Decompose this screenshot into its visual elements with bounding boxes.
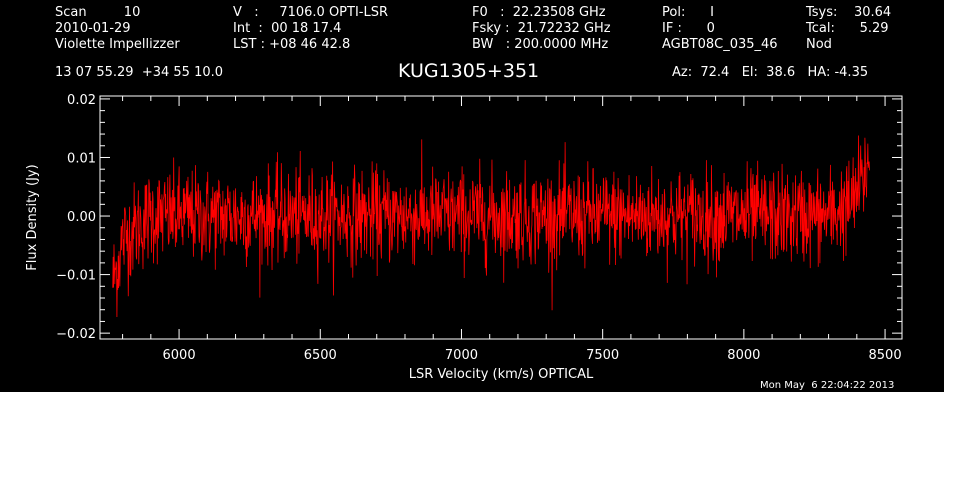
source-name: KUG1305+351 (398, 60, 540, 82)
trace-layer (112, 135, 870, 318)
y-axis-label: Flux Density (Jy) (25, 164, 40, 270)
sky-frequency-label: Fsky : 21.72232 GHz (472, 21, 611, 36)
timestamp-label: Mon May 6 22:04:22 2013 (760, 380, 895, 391)
y-tick-label: −0.02 (56, 327, 96, 342)
x-tick-label: 8000 (727, 348, 760, 363)
x-tick-label: 6000 (163, 348, 196, 363)
coordinates-label: 13 07 55.29 +34 55 10.0 (55, 65, 224, 80)
polarization-label: Pol: I (662, 5, 714, 20)
bandwidth-label: BW : 200.0000 MHz (472, 37, 609, 52)
y-tick-label: −0.01 (56, 269, 96, 284)
x-tick-label: 8500 (869, 348, 902, 363)
pointing-label: Az: 72.4 El: 38.6 HA: -4.35 (672, 65, 869, 80)
date-label: 2010-01-29 (55, 21, 131, 36)
x-tick-label: 7000 (445, 348, 478, 363)
tcal-label: Tcal: 5.29 (806, 21, 889, 36)
spectrum-trace (112, 135, 870, 318)
lst-label: LST : +08 46 42.8 (233, 37, 351, 52)
if-label: IF : 0 (662, 21, 715, 36)
spectrum-chart: 6000 6500 7000 7500 8000 8500 −0.02 −0.01 0.00 0.… (25, 93, 903, 382)
tsys-label: Tsys: 30.64 (806, 5, 892, 20)
x-tick-label: 6500 (304, 348, 337, 363)
x-axis-label: LSR Velocity (km/s) OPTICAL (409, 367, 594, 382)
y-tick-label: 0.00 (67, 210, 96, 225)
observer-label: Violette Impellizzer (55, 37, 180, 52)
x-tick-label: 7500 (586, 348, 619, 363)
scan-label: Scan 10 (55, 5, 141, 20)
plot-frame (99, 95, 903, 340)
integration-label: Int : 00 18 17.4 (233, 21, 342, 36)
velocity-label: V : 7106.0 OPTI-LSR (233, 5, 389, 20)
y-tick-label: 0.02 (67, 93, 96, 108)
ticks-layer: 6000 6500 7000 7500 8000 8500 −0.02 −0.01 0.00 0.… (56, 93, 902, 363)
project-label: AGBT08C_035_46 (662, 37, 778, 52)
rest-frequency-label: F0 : 22.23508 GHz (472, 5, 606, 20)
y-tick-label: 0.01 (67, 151, 96, 166)
procedure-label: Nod (806, 37, 832, 52)
